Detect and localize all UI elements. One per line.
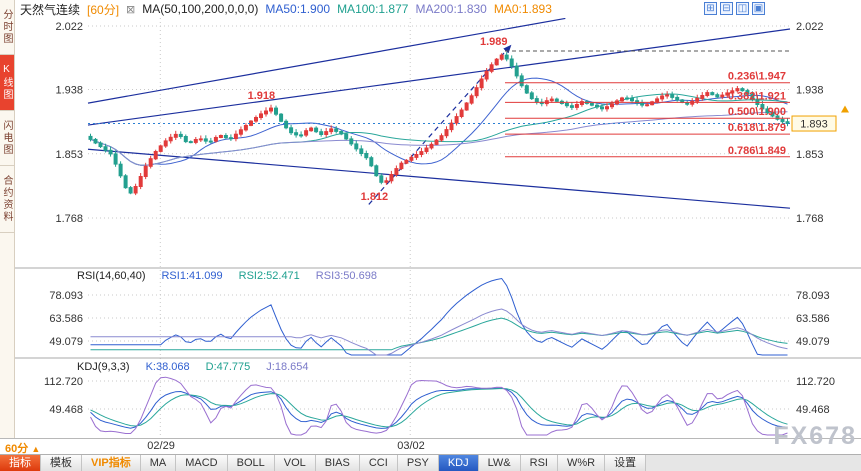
kdj-title[interactable]: KDJ(9,3,3): [77, 361, 130, 373]
toolbar-item-cci[interactable]: CCI: [359, 455, 398, 471]
rsi3-value: RSI3:50.698: [315, 270, 377, 282]
timeframe-text: 60分: [5, 443, 29, 455]
ma-indicator-close-icon[interactable]: ⊠: [126, 3, 136, 16]
kdj-line-1: [90, 387, 788, 429]
sidebar-tab-contract-info[interactable]: 合约资料: [0, 166, 14, 233]
timeframe-label[interactable]: 60分 ▲: [5, 440, 40, 456]
fib-label: 0.500\1.900: [728, 106, 786, 118]
trend-line: [87, 18, 566, 104]
price-annotation: 1.918: [248, 90, 276, 102]
rsi2-value: RSI2:52.471: [238, 270, 300, 282]
price-chart-svg[interactable]: 2.022 2.022 1.938 1.938 1.853 1.853 1.768 1.768…: [15, 18, 861, 438]
sidebar-tab-lightning-chart[interactable]: 闪电图: [0, 111, 14, 166]
kdj-d-value: D:47.775: [205, 361, 251, 373]
layout-columns-icon[interactable]: ◫: [736, 2, 749, 15]
fib-label: 0.618\1.879: [728, 122, 786, 134]
chart-header: 天然气连续 [60分] ⊠ MA(50,100,200,0,0,0) MA50:…: [15, 0, 861, 18]
price-axis-label-left: 1.938: [55, 85, 83, 97]
rsi-axis-label-right: 63.586: [796, 313, 830, 325]
indicator-toolbar: 指标 模板 VIP指标 MA MACD BOLL VOL BIAS CCI PSY KDJ LW& RS…: [0, 454, 861, 471]
rsi-line-2: [90, 317, 788, 351]
rsi1-value: RSI1:41.099: [161, 270, 223, 282]
toolbar-item-rsi[interactable]: RSI: [520, 455, 558, 471]
rsi-axis-label-left: 63.586: [49, 313, 83, 325]
ma-settings-label[interactable]: MA(50,100,200,0,0,0): [142, 2, 259, 16]
sidebar-tab-time-share-chart[interactable]: 分时图: [0, 0, 14, 55]
kdj-axis-label-right: 112.720: [796, 376, 835, 388]
price-axis-label-right: 1.768: [796, 213, 824, 225]
fib-label: 0.236\1.947: [728, 71, 786, 83]
date-label: 03/02: [397, 440, 425, 452]
toolbar-item-boll[interactable]: BOLL: [227, 455, 275, 471]
kdj-line-3: [90, 376, 788, 436]
rsi-axis-label-left: 78.093: [49, 290, 83, 302]
toolbar-item-vip-indicators[interactable]: VIP指标: [82, 455, 141, 471]
toolbar-item-templates[interactable]: 模板: [41, 455, 82, 471]
kdj-j-value: J:18.654: [266, 361, 309, 373]
main-pane: 0.236\1.947 0.382\1.921 0.500\1.900 0.618\1…: [87, 18, 791, 209]
rsi-axis-label-right: 78.093: [796, 290, 830, 302]
price-axis-label-right: 1.938: [796, 85, 824, 97]
rsi-line-3: [90, 308, 788, 356]
toolbar-item-wr[interactable]: W%R: [557, 455, 606, 471]
ma-line-1: [90, 77, 788, 166]
toolbar-item-bias[interactable]: BIAS: [315, 455, 360, 471]
sidebar-tab-kline-chart[interactable]: K线图: [0, 55, 14, 111]
price-annotation: 1.989: [480, 36, 508, 48]
rsi-axis-label-right: 49.079: [796, 336, 830, 348]
left-sidebar: 分时图 K线图 闪电图 合约资料: [0, 0, 15, 438]
toolbar-item-vol[interactable]: VOL: [274, 455, 316, 471]
period-label: [60分]: [87, 2, 120, 17]
kdj-pane: [90, 376, 788, 436]
price-axis-label-right: 1.853: [796, 149, 824, 161]
kdj-axis-label-left: 112.720: [44, 376, 83, 388]
toolbar-item-indicators[interactable]: 指标: [0, 455, 41, 471]
toolbar-item-ma[interactable]: MA: [140, 455, 177, 471]
price-axis-label-left: 1.853: [55, 149, 83, 161]
layout-rows-icon[interactable]: ⊟: [720, 2, 733, 15]
rsi-title[interactable]: RSI(14,60,40): [77, 270, 146, 282]
window-layout-icons: ⊞ ⊟ ◫ ▣: [704, 2, 765, 15]
symbol-title: 天然气连续: [20, 2, 81, 17]
price-chart[interactable]: 2.022 2.022 1.938 1.938 1.853 1.853 1.768 1.768…: [15, 18, 861, 443]
layout-grid-icon[interactable]: ⊞: [704, 2, 717, 15]
ma50-value: MA50:1.900: [265, 2, 331, 16]
layout-single-icon[interactable]: ▣: [752, 2, 765, 15]
kdj-line-2: [90, 387, 788, 428]
time-axis: 60分 ▲ 02/29 03/02: [0, 438, 861, 456]
up-arrow-icon: ▲: [31, 444, 41, 454]
kdj-axis-label-right: 49.468: [796, 404, 830, 416]
price-up-arrow-icon: [841, 105, 849, 113]
toolbar-item-psy[interactable]: PSY: [397, 455, 439, 471]
rsi-line-1: [90, 277, 788, 356]
fib-label: 0.786\1.849: [728, 145, 786, 157]
ma100-value: MA100:1.877: [337, 2, 409, 16]
toolbar-item-macd[interactable]: MACD: [176, 455, 228, 471]
candlesticks: [88, 52, 790, 196]
fib-label: 0.382\1.921: [728, 90, 786, 102]
rsi-header: RSI(14,60,40) RSI1:41.099 RSI2:52.471 RS…: [77, 269, 377, 283]
current-price-badge: [791, 115, 837, 132]
chart-area[interactable]: 2.022 2.022 1.938 1.938 1.853 1.853 1.768 1.768…: [15, 18, 861, 438]
price-annotation: 1.812: [361, 191, 389, 203]
price-axis-label-left: 2.022: [55, 21, 83, 33]
trend-line: [87, 28, 791, 126]
price-axis-label-right: 2.022: [796, 21, 824, 33]
rsi-pane: [90, 277, 788, 356]
rsi-axis-label-left: 49.079: [49, 336, 83, 348]
kdj-k-value: K:38.068: [145, 361, 190, 373]
trend-line: [87, 148, 791, 209]
kdj-header: KDJ(9,3,3) K:38.068 D:47.775 J:18.654: [77, 360, 308, 374]
price-axis-label-left: 1.768: [55, 213, 83, 225]
ma200-value: MA200:1.830: [415, 2, 487, 16]
toolbar-item-kdj[interactable]: KDJ: [438, 455, 479, 471]
current-price-value: 1.893: [800, 119, 828, 131]
date-label: 02/29: [147, 440, 175, 452]
ma0-value: MA0:1.893: [493, 2, 552, 16]
toolbar-item-lw[interactable]: LW&: [478, 455, 521, 471]
kdj-axis-label-left: 49.468: [49, 404, 83, 416]
toolbar-item-settings[interactable]: 设置: [605, 455, 647, 471]
